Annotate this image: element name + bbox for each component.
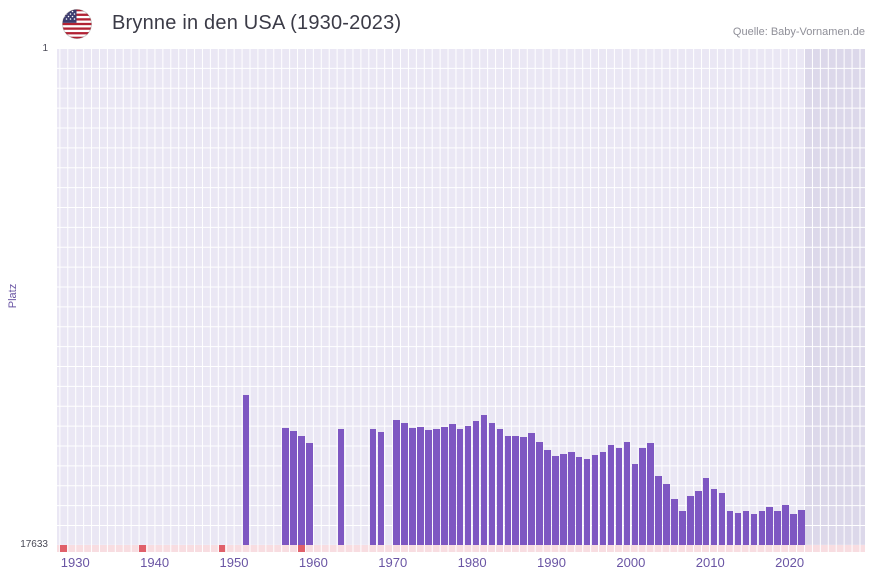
no-rank-marker bbox=[218, 545, 226, 552]
x-tick-label: 2020 bbox=[775, 555, 805, 570]
chart-bar[interactable] bbox=[726, 511, 734, 545]
bottom-strip bbox=[57, 545, 865, 552]
chart-bar[interactable] bbox=[790, 514, 797, 545]
chart-bar[interactable] bbox=[488, 422, 496, 545]
bars-layer bbox=[57, 48, 865, 545]
chart-bar[interactable] bbox=[718, 493, 726, 545]
chart-bar[interactable] bbox=[306, 443, 313, 545]
chart-bar[interactable] bbox=[702, 478, 710, 545]
chart-bar[interactable] bbox=[393, 420, 400, 545]
chart-bar[interactable] bbox=[758, 511, 766, 545]
chart-bar[interactable] bbox=[298, 436, 305, 545]
chart-bar[interactable] bbox=[607, 445, 615, 545]
y-axis-bottom-label: 17633 bbox=[20, 539, 48, 550]
chart-bar[interactable] bbox=[552, 456, 559, 545]
chart-bar[interactable] bbox=[282, 427, 289, 545]
chart-bar[interactable] bbox=[734, 513, 742, 545]
chart-bar[interactable] bbox=[671, 498, 678, 545]
x-tick-label: 1980 bbox=[457, 555, 487, 570]
chart-bar[interactable] bbox=[512, 436, 519, 545]
chart-bar[interactable] bbox=[742, 511, 750, 545]
chart-bar[interactable] bbox=[623, 442, 631, 545]
x-tick-label: 1930 bbox=[60, 555, 90, 570]
chart-bar[interactable] bbox=[766, 507, 773, 545]
chart-bar[interactable] bbox=[504, 436, 512, 545]
chart-bar[interactable] bbox=[377, 432, 385, 545]
y-axis-title: Platz bbox=[7, 283, 19, 309]
chart-bar[interactable] bbox=[663, 484, 670, 545]
chart-bar[interactable] bbox=[615, 447, 623, 545]
x-tick-label: 2010 bbox=[695, 555, 725, 570]
chart-bar[interactable] bbox=[480, 414, 488, 545]
chart-bar[interactable] bbox=[583, 458, 591, 545]
chart-bar[interactable] bbox=[774, 511, 781, 545]
chart-bar[interactable] bbox=[496, 429, 504, 545]
chart-bar[interactable] bbox=[369, 429, 377, 545]
chart-bar[interactable] bbox=[639, 447, 646, 545]
chart-bar[interactable] bbox=[441, 427, 448, 545]
page-title: Brynne in den USA (1930-2023) bbox=[112, 12, 402, 34]
chart-bar[interactable] bbox=[464, 425, 472, 545]
x-tick-label: 1940 bbox=[140, 555, 170, 570]
chart-bar[interactable] bbox=[782, 505, 789, 545]
chart-bar[interactable] bbox=[695, 491, 702, 545]
x-tick-label: 1950 bbox=[219, 555, 249, 570]
chart-bar[interactable] bbox=[425, 430, 432, 545]
header: Brynne in den USA (1930-2023) Quelle: Ba… bbox=[0, 0, 873, 48]
chart-bar[interactable] bbox=[560, 453, 567, 545]
chart-bar[interactable] bbox=[520, 437, 527, 545]
chart-bar[interactable] bbox=[575, 456, 583, 545]
chart-bar[interactable] bbox=[242, 394, 250, 545]
chart-bar[interactable] bbox=[417, 427, 424, 545]
chart-bar[interactable] bbox=[647, 443, 654, 545]
x-tick-label: 1990 bbox=[537, 555, 566, 570]
us-flag-icon bbox=[62, 9, 92, 39]
x-tick-label: 2000 bbox=[616, 555, 646, 570]
chart-bar[interactable] bbox=[456, 429, 464, 545]
chart-bar[interactable] bbox=[544, 449, 551, 545]
chart-bar[interactable] bbox=[536, 442, 543, 545]
chart-bar[interactable] bbox=[472, 420, 480, 545]
chart-bar[interactable] bbox=[591, 455, 599, 545]
chart-bar[interactable] bbox=[687, 496, 694, 545]
chart-bar[interactable] bbox=[568, 451, 575, 545]
no-rank-marker bbox=[298, 545, 305, 552]
chart-bar[interactable] bbox=[750, 514, 758, 545]
chart-bar[interactable] bbox=[337, 429, 345, 545]
x-tick-label: 1970 bbox=[378, 555, 408, 570]
chart-bar[interactable] bbox=[528, 433, 535, 545]
y-axis-top-label: 1 bbox=[42, 43, 48, 54]
source-label: Quelle: Baby-Vornamen.de bbox=[732, 26, 865, 38]
x-tick-label: 1960 bbox=[298, 555, 328, 570]
chart-bar[interactable] bbox=[409, 427, 416, 545]
chart-bar[interactable] bbox=[798, 510, 805, 545]
chart-bar[interactable] bbox=[679, 511, 686, 545]
x-axis: 1930 1940 1950 1960 1970 1980 1990 2000 2010 2020 bbox=[57, 551, 865, 575]
chart-bar[interactable] bbox=[449, 424, 456, 545]
chart-bar[interactable] bbox=[655, 476, 662, 545]
chart-bar[interactable] bbox=[599, 451, 607, 545]
no-rank-marker bbox=[139, 545, 146, 552]
chart-bar[interactable] bbox=[433, 429, 440, 545]
chart-bar[interactable] bbox=[290, 431, 297, 545]
no-rank-marker bbox=[60, 545, 67, 552]
chart-bar[interactable] bbox=[401, 423, 408, 545]
chart-bar[interactable] bbox=[710, 489, 718, 545]
plot-area[interactable] bbox=[57, 48, 865, 545]
chart-bar[interactable] bbox=[631, 464, 639, 545]
